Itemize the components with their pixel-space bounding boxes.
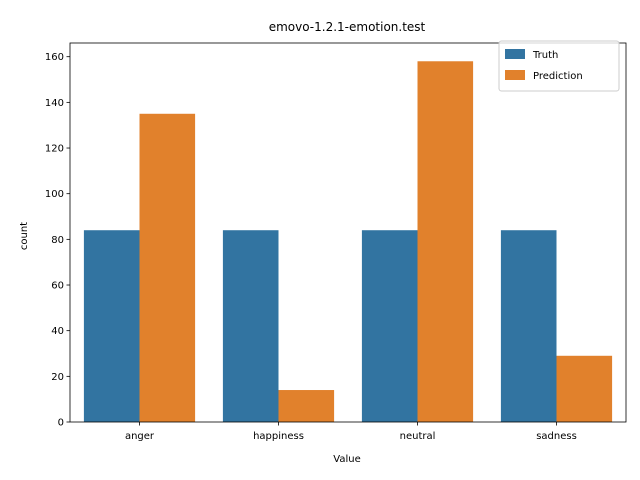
y-tick-label: 0 [58,418,64,429]
legend-swatch-truth [505,49,525,59]
bar-prediction-sadness [556,355,613,422]
x-axis-ticks: anger happiness neutral sadness [125,422,577,442]
y-tick-label: 160 [45,52,64,63]
bar-truth-sadness [500,230,557,422]
plot-border [69,42,627,423]
y-tick-label: 20 [51,372,64,383]
y-axis-ticks: 0 20 40 60 80 100 120 140 160 [45,52,70,429]
chart-title: emovo-1.2.1-emotion.test [269,20,426,34]
x-axis-label: Value [333,454,360,465]
y-tick-label: 60 [51,281,64,292]
x-tick-label-anger: anger [125,431,155,442]
bar-prediction-anger [139,113,196,423]
axes-frame [69,42,627,423]
bars-group [83,61,613,423]
bar-truth-neutral [361,230,418,422]
y-tick-label: 140 [45,98,64,109]
y-axis-label: count [19,222,30,250]
legend-label-prediction: Prediction [533,71,583,82]
y-tick-label: 120 [45,144,64,155]
legend-box [498,40,620,92]
x-tick-label-neutral: neutral [400,431,436,442]
bar-prediction-neutral [417,61,474,422]
x-tick-label-sadness: sadness [536,431,577,442]
legend-label-truth: Truth [532,50,558,61]
bar-truth-happiness [222,230,279,422]
legend-swatch-prediction [505,70,525,80]
bar-truth-anger [83,230,140,422]
bar-prediction-happiness [278,390,335,422]
legend: Truth Prediction [498,40,620,92]
y-tick-label: 80 [51,235,64,246]
y-tick-label: 40 [51,326,64,337]
y-tick-label: 100 [45,189,64,200]
x-tick-label-happiness: happiness [253,431,304,442]
